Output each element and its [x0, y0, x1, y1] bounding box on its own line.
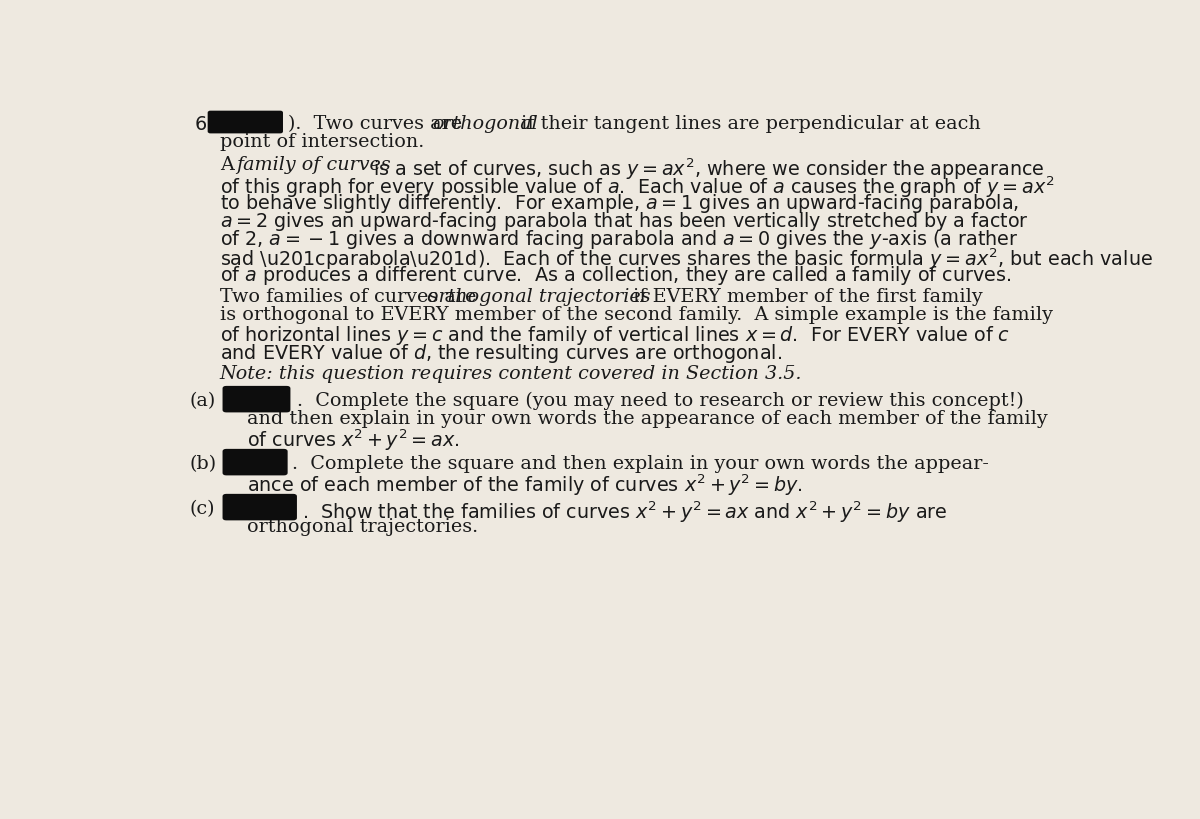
Text: .  Show that the families of curves $x^2 + y^2 = ax$ and $x^2 + y^2 = by$ are: . Show that the families of curves $x^2 …: [301, 500, 947, 525]
Text: sad \u201cparabola\u201d).  Each of the curves shares the basic formula $y = ax^: sad \u201cparabola\u201d). Each of the c…: [220, 246, 1153, 271]
FancyBboxPatch shape: [222, 387, 290, 413]
Text: of this graph for every possible value of $a$.  Each value of $a$ causes the gra: of this graph for every possible value o…: [220, 174, 1055, 200]
Text: of horizontal lines $y = c$ and the family of vertical lines $x = d$.  For EVERY: of horizontal lines $y = c$ and the fami…: [220, 324, 1010, 346]
Text: A: A: [220, 156, 240, 174]
Text: of $a$ produces a different curve.  As a collection, they are called a family of: of $a$ produces a different curve. As a …: [220, 264, 1010, 287]
Text: orthogonal trajectories.: orthogonal trajectories.: [247, 518, 478, 536]
Text: $a = 2$ gives an upward-facing parabola that has been vertically stretched by a : $a = 2$ gives an upward-facing parabola …: [220, 210, 1028, 233]
Text: to behave slightly differently.  For example, $a = 1$ gives an upward-facing par: to behave slightly differently. For exam…: [220, 192, 1019, 215]
Text: ance of each member of the family of curves $x^2 + y^2 = by$.: ance of each member of the family of cur…: [247, 473, 803, 498]
Text: orthogonal: orthogonal: [432, 115, 538, 133]
Text: if EVERY member of the first family: if EVERY member of the first family: [628, 287, 983, 305]
FancyBboxPatch shape: [222, 450, 288, 476]
Text: (c): (c): [190, 500, 216, 518]
Text: of 2, $a = -1$ gives a downward facing parabola and $a = 0$ gives the $y$-axis (: of 2, $a = -1$ gives a downward facing p…: [220, 228, 1019, 251]
Text: 6.: 6.: [194, 115, 214, 133]
Text: orthogonal trajectories: orthogonal trajectories: [427, 287, 650, 305]
FancyBboxPatch shape: [208, 111, 283, 134]
Text: ).  Two curves are: ). Two curves are: [288, 115, 468, 133]
Text: Note: this question requires content covered in Section 3.5.: Note: this question requires content cov…: [220, 364, 803, 382]
Text: and EVERY value of $d$, the resulting curves are orthogonal.: and EVERY value of $d$, the resulting cu…: [220, 342, 782, 364]
Text: Two families of curves are: Two families of curves are: [220, 287, 482, 305]
Text: .  Complete the square and then explain in your own words the appear-: . Complete the square and then explain i…: [293, 455, 989, 473]
Text: is orthogonal to EVERY member of the second family.  A simple example is the fam: is orthogonal to EVERY member of the sec…: [220, 305, 1052, 324]
Text: point of intersection.: point of intersection.: [220, 133, 424, 151]
Text: and then explain in your own words the appearance of each member of the family: and then explain in your own words the a…: [247, 410, 1048, 428]
Text: of curves $x^2 + y^2 = ax$.: of curves $x^2 + y^2 = ax$.: [247, 428, 460, 453]
FancyBboxPatch shape: [222, 494, 296, 521]
Text: is a set of curves, such as $y = ax^2$, where we consider the appearance: is a set of curves, such as $y = ax^2$, …: [367, 156, 1044, 182]
Text: (b): (b): [190, 455, 217, 473]
Text: (a): (a): [190, 391, 216, 410]
Text: family of curves: family of curves: [236, 156, 391, 174]
Text: .  Complete the square (you may need to research or review this concept!): . Complete the square (you may need to r…: [296, 391, 1024, 410]
Text: if their tangent lines are perpendicular at each: if their tangent lines are perpendicular…: [516, 115, 982, 133]
